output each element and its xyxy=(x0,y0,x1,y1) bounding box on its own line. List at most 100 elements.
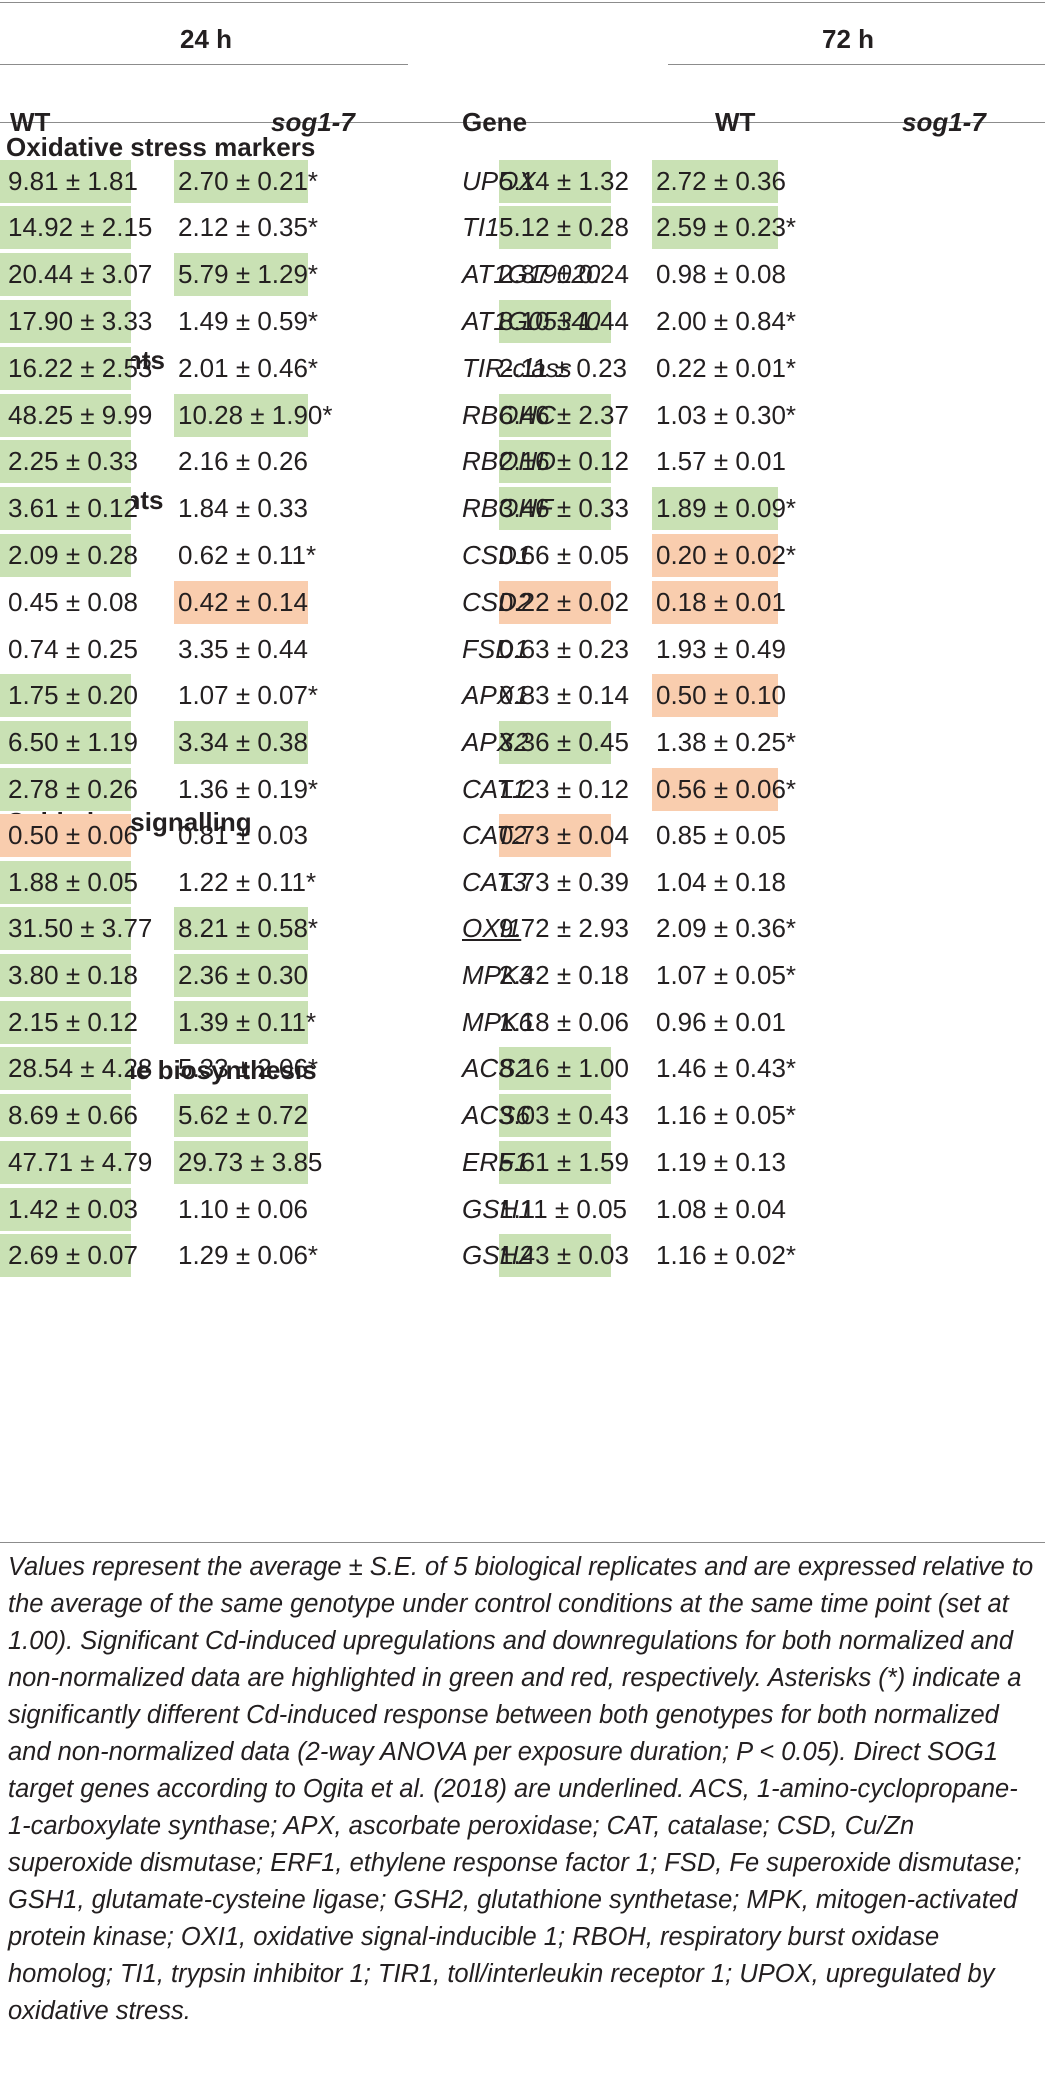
value-cell-wt72: 9.72 ± 2.93 xyxy=(499,913,629,943)
value-cell-sog24: 1.29 ± 0.06* xyxy=(178,1240,319,1270)
value-cell-sog24: 1.36 ± 0.19* xyxy=(178,774,319,804)
highlight-up xyxy=(174,1141,308,1184)
highlight-up xyxy=(0,534,131,577)
value-cell-wt72: 0.63 ± 0.23 xyxy=(499,634,629,664)
value-cell-wt72: 5.14 ± 1.32 xyxy=(499,166,629,196)
value-cell-wt72: 5.61 ± 1.59 xyxy=(499,1147,629,1177)
value-cell-wt72: 2.16 ± 0.12 xyxy=(499,446,629,476)
gene-name: APX1 xyxy=(462,680,529,710)
highlight-up xyxy=(652,487,778,530)
value-cell-wt24: 16.22 ± 2.53 xyxy=(8,353,153,383)
value-cell-sog24: 1.49 ± 0.59* xyxy=(178,306,319,336)
value-cell-wt24: 6.50 ± 1.19 xyxy=(8,727,138,757)
value-cell-sog72: 1.16 ± 0.05* xyxy=(656,1100,797,1130)
gene-name: TI1 xyxy=(462,212,500,242)
header-gene: Gene xyxy=(462,107,528,137)
highlight-down xyxy=(499,814,611,857)
value-cell-sog72: 1.16 ± 0.02* xyxy=(656,1240,797,1270)
highlight-up xyxy=(499,440,611,483)
value-cell-sog24: 1.39 ± 0.11* xyxy=(178,1007,317,1037)
value-cell-sog72: 2.09 ± 0.36* xyxy=(656,913,797,943)
value-cell-sog24: 0.42 ± 0.14 xyxy=(178,587,308,617)
highlight-up xyxy=(499,300,611,343)
gene-name: OXI1 xyxy=(462,913,522,943)
value-cell-wt72: 2.11 ± 0.23 xyxy=(499,353,627,383)
highlight-up xyxy=(0,1001,131,1044)
highlight-down xyxy=(652,581,778,624)
header-bottom-rule xyxy=(0,122,1045,123)
value-cell-sog24: 1.84 ± 0.33 xyxy=(178,493,308,523)
value-cell-wt72: 6.46 ± 2.37 xyxy=(499,400,629,430)
highlight-up xyxy=(0,206,131,249)
value-cell-sog24: 2.70 ± 0.21* xyxy=(178,166,319,196)
value-cell-wt72: 8.10 ± 1.44 xyxy=(499,306,629,336)
highlight-up xyxy=(652,160,778,203)
gene-name: APX2 xyxy=(462,727,529,757)
gene-name: CSD2 xyxy=(462,587,532,617)
value-cell-sog72: 1.38 ± 0.25* xyxy=(656,727,797,757)
value-cell-wt24: 14.92 ± 2.15 xyxy=(8,212,153,242)
header-72h-rule xyxy=(668,64,1045,65)
value-cell-wt72: 1.43 ± 0.03 xyxy=(499,1240,629,1270)
value-cell-wt24: 1.42 ± 0.03 xyxy=(8,1194,138,1224)
highlight-up xyxy=(174,721,308,764)
value-cell-sog72: 0.50 ± 0.10 xyxy=(656,680,786,710)
value-cell-sog24: 1.22 ± 0.11* xyxy=(178,867,317,897)
header-sog-24h: sog1-7 xyxy=(271,107,355,137)
value-cell-wt72: 8.16 ± 1.00 xyxy=(499,1053,629,1083)
gene-name: TIR-class xyxy=(462,353,572,383)
highlight-up xyxy=(0,768,131,811)
value-cell-wt72: 1.73 ± 0.39 xyxy=(499,867,629,897)
highlight-up xyxy=(0,1234,131,1277)
highlight-up xyxy=(499,1141,611,1184)
value-cell-wt24: 8.69 ± 0.66 xyxy=(8,1100,138,1130)
highlight-up xyxy=(0,1094,131,1137)
value-cell-sog72: 1.08 ± 0.04 xyxy=(656,1194,786,1224)
highlight-up xyxy=(0,440,131,483)
header-24h-rule xyxy=(0,64,408,65)
header-72h: 72 h xyxy=(822,24,875,54)
value-cell-wt72: 1.23 ± 0.12 xyxy=(499,774,629,804)
gene-name: RBOHC xyxy=(462,400,556,430)
value-cell-sog24: 8.21 ± 0.58* xyxy=(178,913,319,943)
value-cell-wt24: 0.45 ± 0.08 xyxy=(8,587,138,617)
highlight-up xyxy=(0,674,131,717)
highlight-up xyxy=(0,253,131,296)
value-cell-wt72: 1.11 ± 0.05 xyxy=(499,1194,627,1224)
gene-name: CAT1 xyxy=(462,774,527,804)
value-cell-sog24: 2.01 ± 0.46* xyxy=(178,353,319,383)
value-cell-sog72: 0.98 ± 0.08 xyxy=(656,259,786,289)
highlight-up xyxy=(499,1094,611,1137)
table-top-rule xyxy=(0,2,1045,3)
highlight-up xyxy=(0,721,131,764)
value-cell-sog72: 1.19 ± 0.13 xyxy=(656,1147,786,1177)
header-wt-72h: WT xyxy=(715,107,756,137)
highlight-up xyxy=(174,1094,308,1137)
highlight-down xyxy=(0,814,131,857)
value-cell-wt24: 3.80 ± 0.18 xyxy=(8,960,138,990)
value-cell-sog24: 0.62 ± 0.11* xyxy=(178,540,317,570)
highlight-up xyxy=(174,954,308,997)
value-cell-sog72: 0.18 ± 0.01 xyxy=(656,587,786,617)
value-cell-wt72: 2.42 ± 0.18 xyxy=(499,960,629,990)
highlight-up xyxy=(499,721,611,764)
highlight-down xyxy=(652,674,778,717)
header-sog-72h: sog1-7 xyxy=(902,107,986,137)
value-cell-wt24: 0.74 ± 0.25 xyxy=(8,634,138,664)
value-cell-wt72: 0.66 ± 0.05 xyxy=(499,540,629,570)
value-cell-wt24: 17.90 ± 3.33 xyxy=(8,306,153,336)
table-bottom-rule xyxy=(0,1542,1045,1543)
value-cell-wt72: 3.46 ± 0.33 xyxy=(499,493,629,523)
value-cell-wt72: 3.36 ± 0.45 xyxy=(499,727,629,757)
value-cell-sog72: 1.89 ± 0.09* xyxy=(656,493,797,523)
value-cell-sog24: 29.73 ± 3.85 xyxy=(178,1147,323,1177)
value-cell-sog72: 1.46 ± 0.43* xyxy=(656,1053,797,1083)
gene-name: AT1G05340 xyxy=(462,306,601,336)
highlight-up xyxy=(499,394,611,437)
value-cell-wt72: 0.73 ± 0.04 xyxy=(499,820,629,850)
value-cell-sog24: 2.36 ± 0.30 xyxy=(178,960,308,990)
highlight-up xyxy=(0,394,131,437)
value-cell-sog72: 2.00 ± 0.84* xyxy=(656,306,797,336)
gene-name: RBOHD xyxy=(462,446,556,476)
highlight-down xyxy=(499,581,611,624)
